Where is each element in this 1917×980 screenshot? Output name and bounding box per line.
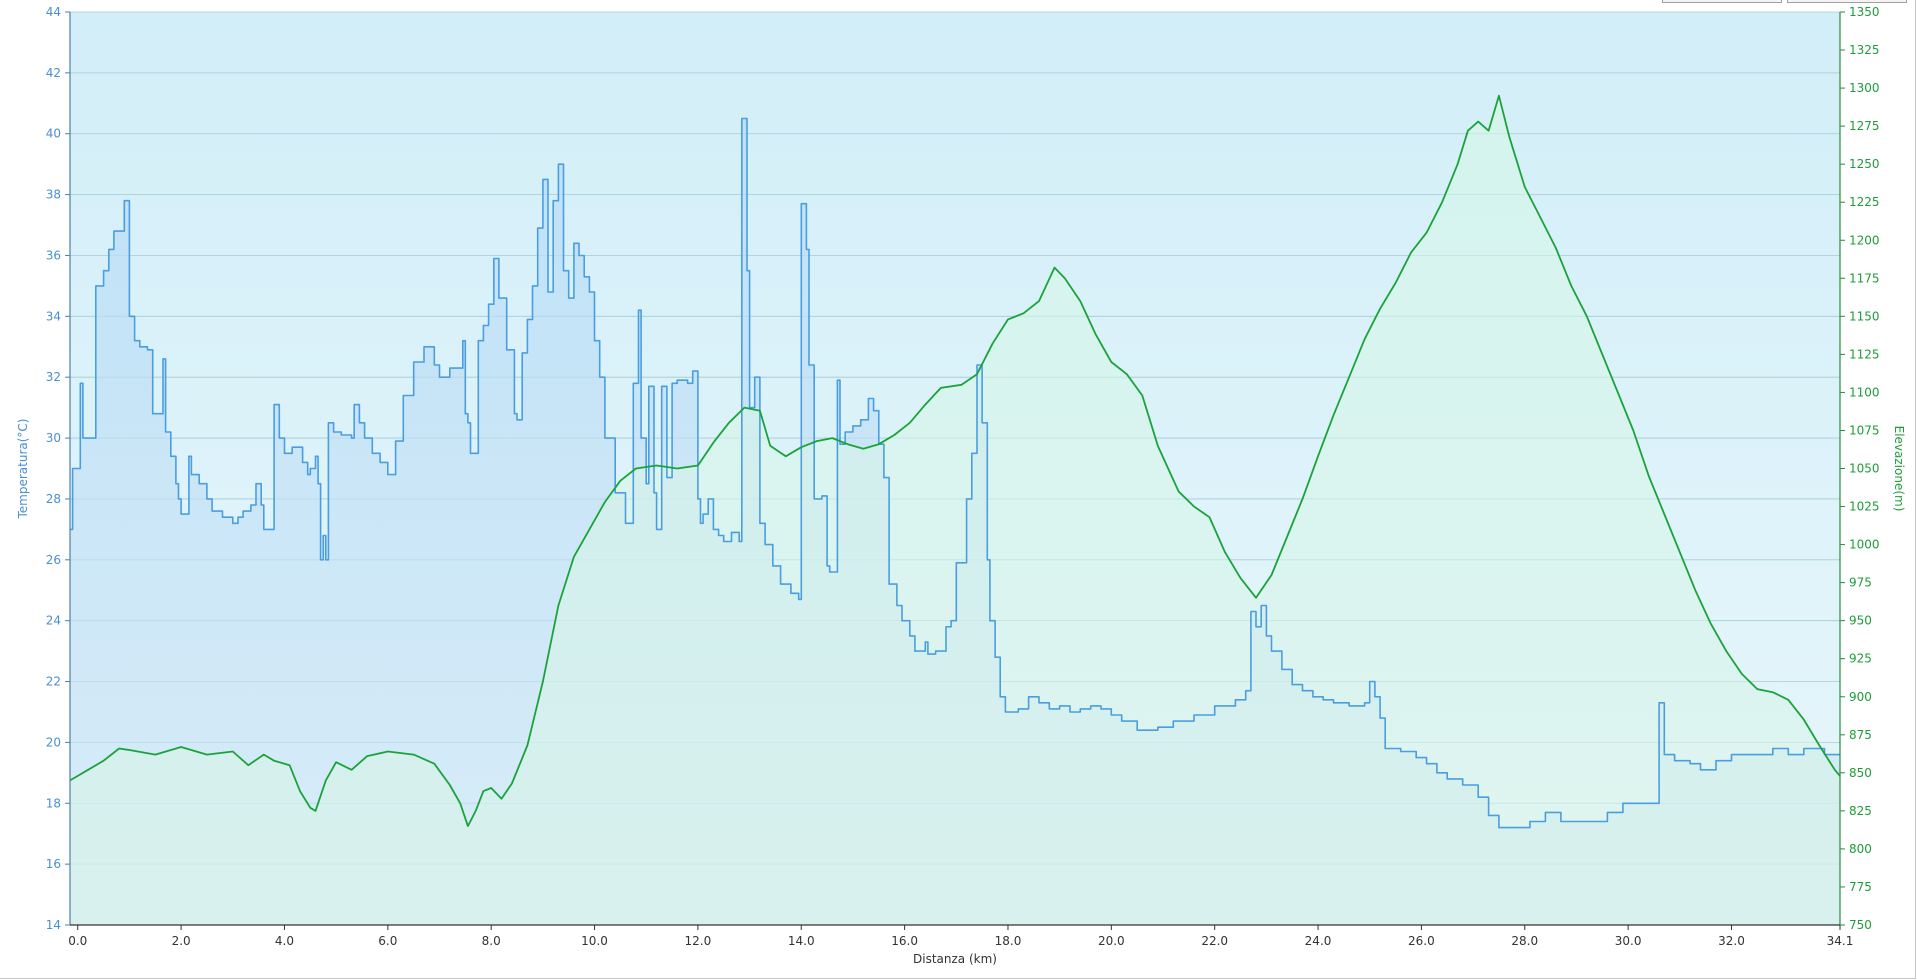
right-axis-title: Elevazione(m) [1892, 426, 1906, 512]
right-tick-label: 1100 [1849, 385, 1880, 399]
series-lines [69, 94, 1841, 829]
x-tick-label: 24.0 [1305, 934, 1332, 948]
right-tick-label: 1025 [1849, 500, 1880, 514]
x-tick-label: 10.0 [581, 934, 608, 948]
right-tick-label: 1000 [1849, 538, 1880, 552]
left-tick-label: 20 [46, 735, 61, 749]
left-tick-label: 14 [46, 918, 61, 932]
series-areas [70, 95, 1840, 925]
right-tick-label: 800 [1849, 842, 1872, 856]
x-tick-label: 6.0 [378, 934, 397, 948]
right-tick-label: 1175 [1849, 271, 1880, 285]
x-tick-label: 30.0 [1615, 934, 1642, 948]
right-tick-label: 1325 [1849, 43, 1880, 57]
left-tick-label: 22 [46, 675, 61, 689]
x-tick-label: 28.0 [1511, 934, 1538, 948]
elevation-line [69, 94, 1841, 827]
x-tick-label: 12.0 [685, 934, 712, 948]
left-tick-label: 26 [46, 553, 61, 567]
left-tick-label: 44 [46, 5, 61, 19]
left-tick-label: 18 [46, 796, 61, 810]
right-tick-label: 1250 [1849, 157, 1880, 171]
left-tick-label: 38 [46, 188, 61, 202]
left-tick-label: 28 [46, 492, 61, 506]
x-tick-label: 14.0 [788, 934, 815, 948]
x-tick-label: 18.0 [995, 934, 1022, 948]
right-tick-label: 1300 [1849, 81, 1880, 95]
x-tick-label: 32.0 [1718, 934, 1745, 948]
left-tick-label: 36 [46, 248, 61, 262]
right-tick-label: 975 [1849, 576, 1872, 590]
temperature-area [70, 118, 1840, 925]
right-tick-label: 750 [1849, 918, 1872, 932]
left-tick-label: 16 [46, 857, 61, 871]
axes [65, 11, 1845, 930]
left-tick-label: 42 [46, 66, 61, 80]
right-tick-label: 775 [1849, 880, 1872, 894]
temperature-line [70, 117, 1840, 829]
right-tick-label: 1350 [1849, 5, 1880, 19]
x-tick-label: 26.0 [1408, 934, 1435, 948]
right-tick-label: 850 [1849, 766, 1872, 780]
x-tick-label: 4.0 [275, 934, 294, 948]
right-tick-label: 1200 [1849, 233, 1880, 247]
right-tick-label: 925 [1849, 652, 1872, 666]
top-toolbar-button-2[interactable] [1787, 0, 1907, 3]
left-tick-label: 24 [46, 614, 61, 628]
right-tick-label: 950 [1849, 614, 1872, 628]
right-tick-label: 1125 [1849, 347, 1880, 361]
right-tick-label: 1075 [1849, 423, 1880, 437]
right-tick-label: 1275 [1849, 119, 1880, 133]
right-tick-label: 1050 [1849, 462, 1880, 476]
left-tick-label: 40 [46, 127, 61, 141]
elevation-area [70, 95, 1840, 925]
x-axis-title: Distanza (km) [913, 952, 997, 966]
left-tick-label: 34 [46, 309, 61, 323]
x-tick-label: 16.0 [891, 934, 918, 948]
x-tick-label: 8.0 [482, 934, 501, 948]
x-tick-label: 0.0 [68, 934, 87, 948]
right-tick-label: 1150 [1849, 309, 1880, 323]
x-tick-label: 22.0 [1201, 934, 1228, 948]
x-tick-label: 2.0 [172, 934, 191, 948]
right-tick-label: 1225 [1849, 195, 1880, 209]
axis-labels: 14 16 18 20 22 24 26 28 30 32 34 36 38 40 42 44 750 775 80… [16, 5, 1906, 966]
left-tick-label: 30 [46, 431, 61, 445]
x-tick-label: 20.0 [1098, 934, 1125, 948]
x-tick-label: 34.1 [1827, 934, 1854, 948]
right-tick-label: 900 [1849, 690, 1872, 704]
top-toolbar-button-1[interactable] [1662, 0, 1782, 3]
right-tick-label: 825 [1849, 804, 1872, 818]
left-axis-title: Temperatura(°C) [16, 419, 30, 520]
left-tick-label: 32 [46, 370, 61, 384]
right-tick-label: 875 [1849, 728, 1872, 742]
